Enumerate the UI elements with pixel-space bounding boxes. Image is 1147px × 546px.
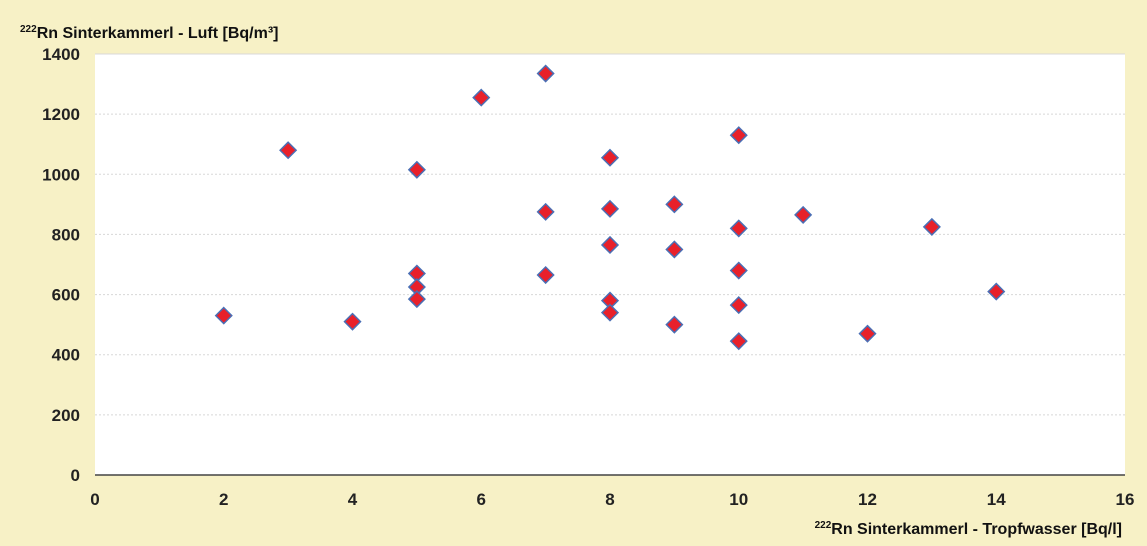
x-axis-title-superscript: 222 (815, 520, 832, 531)
data-point-marker (858, 324, 877, 343)
data-point-marker (343, 312, 362, 331)
gridlines (95, 53, 1125, 416)
data-point-marker (472, 88, 491, 107)
data-point-marker (600, 199, 620, 218)
y-tick-label: 0 (71, 466, 80, 485)
x-tick-label: 4 (348, 490, 358, 509)
data-points (214, 64, 1006, 351)
y-axis-title: 222Rn Sinterkammerl - Luft [Bq/m³] (20, 24, 278, 42)
tick-labels: 0 200 400 600 800 1000 1200 1400 0 2 4 6 8 10 12 14 16 (42, 45, 1134, 509)
x-tick-label: 6 (477, 490, 486, 509)
data-point-marker (987, 282, 1006, 301)
data-point-marker (665, 315, 684, 334)
data-point-marker (536, 202, 555, 221)
x-tick-label: 12 (858, 490, 877, 509)
y-tick-label: 400 (52, 346, 80, 365)
data-point-marker (729, 126, 748, 145)
y-axis-title-text: Rn Sinterkammerl - Luft [Bq/m³] (37, 25, 279, 42)
x-tick-label: 16 (1116, 490, 1135, 509)
y-tick-label: 1200 (42, 105, 80, 124)
data-point-marker (600, 148, 620, 167)
data-point-marker (407, 290, 426, 309)
data-point-marker (922, 217, 941, 236)
x-axis-title: 222Rn Sinterkammerl - Tropfwasser [Bq/l] (815, 520, 1122, 538)
data-point-marker (536, 64, 555, 83)
data-point-marker (794, 205, 813, 224)
x-tick-label: 2 (219, 490, 228, 509)
data-point-marker (536, 265, 555, 285)
data-point-marker (407, 160, 426, 179)
data-point-marker (729, 296, 748, 315)
x-tick-label: 0 (90, 490, 99, 509)
plot-area (95, 54, 1125, 475)
data-point-marker (214, 306, 233, 325)
data-point-marker (729, 332, 748, 351)
data-point-marker (729, 261, 748, 280)
data-point-marker (729, 219, 748, 238)
y-axis-title-superscript: 222 (20, 24, 37, 35)
data-point-marker (600, 235, 620, 255)
y-tick-label: 1000 (42, 165, 80, 184)
y-tick-label: 600 (52, 286, 80, 305)
y-tick-label: 800 (52, 225, 80, 244)
data-point-marker (600, 303, 620, 322)
data-point-marker (665, 240, 684, 259)
x-tick-label: 8 (605, 490, 614, 509)
data-point-marker (279, 141, 298, 160)
x-axis-title-text: Rn Sinterkammerl - Tropfwasser [Bq/l] (831, 521, 1122, 538)
x-tick-label: 14 (987, 490, 1006, 509)
y-tick-label: 1400 (42, 45, 80, 64)
data-point-marker (665, 195, 684, 214)
y-tick-label: 200 (52, 406, 80, 425)
x-tick-label: 10 (729, 490, 748, 509)
